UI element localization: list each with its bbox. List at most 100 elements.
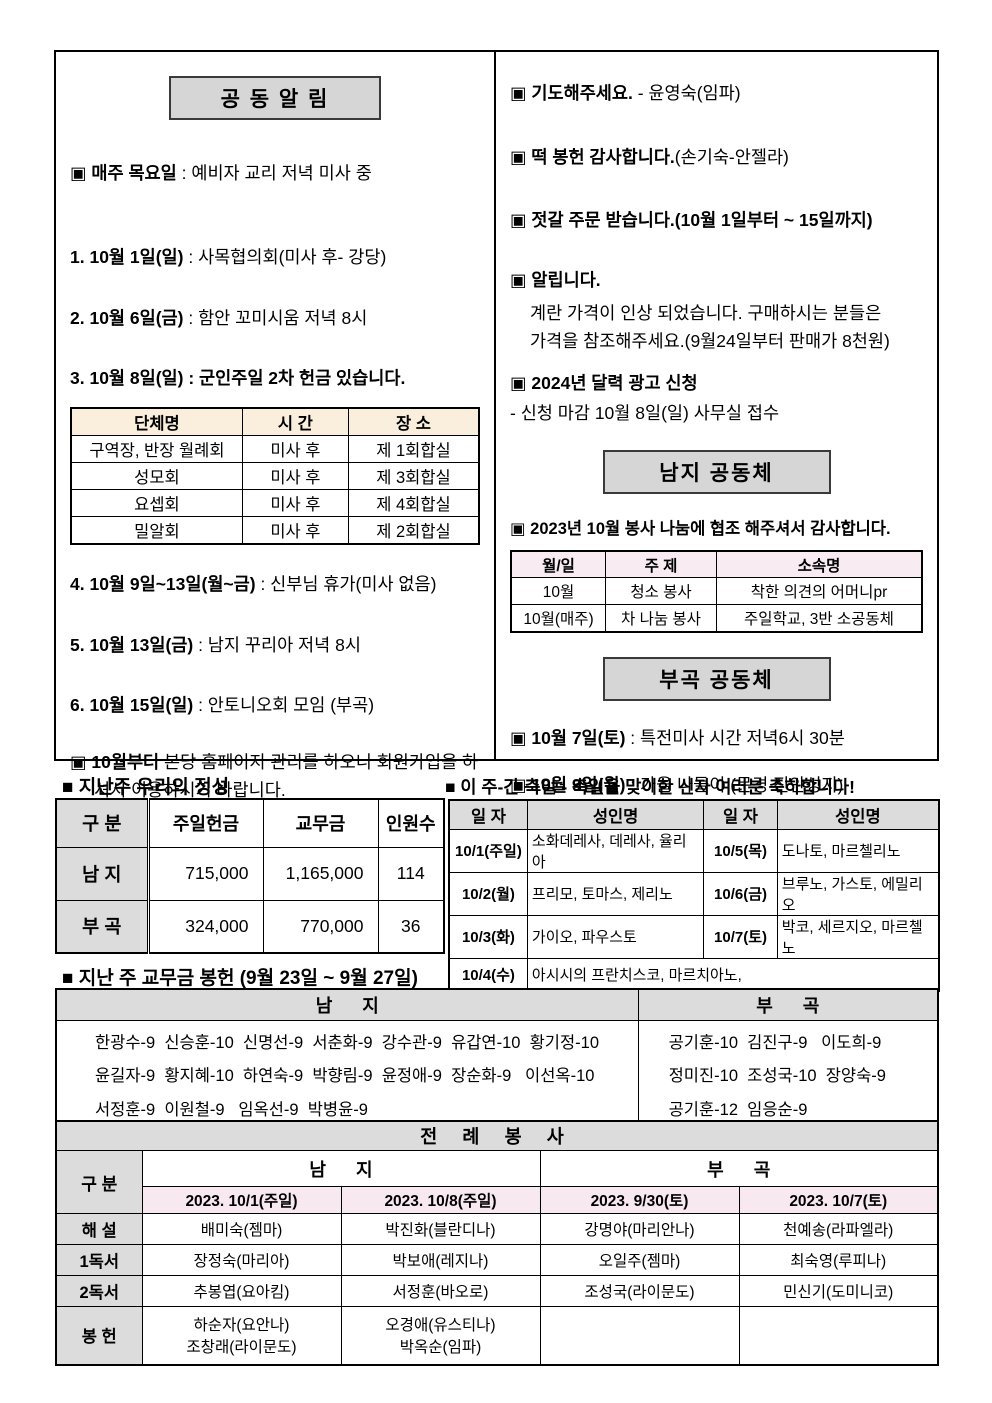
feast-date: 10/3(화) (448, 914, 528, 959)
donor-line: 정미진-10 조성국-10 장양숙-9 (668, 1067, 886, 1086)
announcement-tail: : 남지 꾸리아 저녁 8시 (193, 635, 361, 656)
liturgy-row-commentator: 해 설 배미숙(젬마) 박진화(블란디나) 강명야(마리안나) 천예송(라파엘라… (55, 1213, 939, 1245)
cell: 제 1회합실 (347, 434, 480, 463)
gubun-header: 구 분 (55, 1150, 143, 1214)
role-label: 1독서 (55, 1244, 143, 1276)
bugok-donor-names: 공기훈-10 김진구-9 이도희-9 정미진-10 조성국-10 장양숙-9 공… (637, 1019, 939, 1136)
role-label: 봉 헌 (55, 1306, 143, 1365)
announcement-tail: : 안토니오회 모임 (부곡) (193, 694, 375, 715)
namji-group-header: 남 지 (141, 1150, 541, 1187)
announcement-tail: : 함안 꼬미시움 저녁 8시 (183, 308, 368, 329)
table-row: 10월 청소 봉사 착한 의견의 어머니pr (510, 577, 923, 606)
feast-row: 10/1(주일) 소화데레사, 데레사, 율리아 10/5(목) 도나토, 마르… (448, 828, 940, 873)
header-cell: 구 분 (55, 798, 150, 848)
announcement-5: 5. 10월 13일(금) : 남지 꾸리아 저녁 8시 (70, 634, 480, 658)
announcement-head: ▣ 기도해주세요. (510, 83, 633, 103)
saint-names: 박코, 세르지오, 마르첼노 (776, 914, 940, 959)
cell: 착한 의견의 어머니pr (715, 577, 923, 606)
bugok-community-title: 부곡 공동체 (602, 656, 831, 701)
server-name: 오일주(젬마) (539, 1244, 740, 1276)
calendar-notice-head: ▣ 2024년 달력 광고 신청 (510, 372, 923, 396)
server-name: 천예송(라파엘라) (738, 1213, 939, 1245)
gyomu-donors-table: 남 지 부 곡 한광수-9 신승훈-10 신명선-9 서춘화-9 강수관-9 유… (55, 988, 939, 1136)
announcement-2: 2. 10월 6일(금) : 함안 꼬미시움 저녁 8시 (70, 307, 480, 331)
server-name: 장정숙(마리아) (141, 1244, 342, 1276)
attendance-value: 114 (377, 846, 445, 901)
announcement-head: ▣ 매주 목요일 (70, 163, 177, 183)
announcement-head: 4. 10월 9일~13일(월~금) (70, 573, 256, 594)
saint-names: 가이오, 파우스토 (526, 914, 705, 959)
cell: 미사 후 (241, 461, 349, 490)
common-notice-title: 공 동 알 림 (169, 76, 381, 120)
donor-line: 공기훈-12 임응순-9 (668, 1101, 808, 1120)
cell: 미사 후 (241, 434, 349, 463)
cell: 구역장, 반장 월례회 (70, 434, 243, 463)
role-label: 2독서 (55, 1275, 143, 1307)
table-header-row: 일 자 성인명 일 자 성인명 (448, 799, 940, 830)
common-notice-column: 공 동 알 림 ▣ 매주 목요일 : 예비자 교리 저녁 미사 중 1. 10월… (56, 52, 496, 800)
table-header-row: 단체명 시 간 장 소 (70, 407, 480, 436)
announcement-head: ▣ 10월 9일(월) (510, 775, 626, 796)
header-cell: 단체명 (70, 407, 243, 436)
offering-table: 구 분 주일헌금 교무금 인원수 남 지 715,000 1,165,000 1… (55, 798, 445, 954)
announcement-head: ▣ 떡 봉헌 감사합니다. (510, 146, 675, 167)
saint-names: 소화데레사, 데레사, 율리아 (526, 828, 705, 873)
namji-community-title: 남지 공동체 (602, 449, 831, 494)
feast-row: 10/2(월) 프리모, 토마스, 제리노 10/6(금) 브루노, 가스토, … (448, 871, 940, 916)
cell: 미사 후 (241, 488, 349, 517)
mass-date: 2023. 9/30(토) (539, 1186, 740, 1214)
table-row: 구역장, 반장 월례회 미사 후 제 1회합실 (70, 434, 480, 463)
announcement-1: 1. 10월 1일(일) : 사목협의회(미사 후- 강당) (70, 246, 480, 270)
header-cell: 성인명 (776, 799, 940, 830)
namji-service-table: 월/일 주 제 소속명 10월 청소 봉사 착한 의견의 어머니pr 10월(매… (510, 549, 923, 633)
table-row: 10월(매주) 차 나눔 봉사 주일학교, 3반 소공동체 (510, 604, 923, 633)
header-cell: 소속명 (715, 550, 923, 579)
saint-names: 도나토, 마르첼리노 (776, 828, 940, 873)
table-header-row: 구 분 주일헌금 교무금 인원수 (55, 798, 445, 848)
header-cell: 일 자 (703, 799, 778, 830)
feast-row: 10/3(화) 가이오, 파우스토 10/7(토) 박코, 세르지오, 마르첼노 (448, 914, 940, 959)
cell: 제 4회합실 (347, 488, 480, 517)
liturgy-title: 전 례 봉 사 (55, 1120, 939, 1151)
announcement-tail: : 신부님 휴가(미사 없음) (255, 573, 437, 594)
announcement-tail: - 윤영숙(임파) (632, 83, 741, 103)
saint-names: 브루노, 가스토, 에밀리오 (776, 871, 940, 916)
announcement-head: 6. 10월 15일(일) (70, 694, 194, 715)
announcement-head: 5. 10월 13일(금) (70, 635, 194, 656)
server-name: 배미숙(젬마) (141, 1213, 342, 1245)
table-title-row: 전 례 봉 사 (55, 1120, 939, 1151)
gyomu-offering-value: 1,165,000 (262, 846, 379, 901)
gyomu-section-title: ■ 지난 주 교무금 봉헌 (9월 23일 ~ 9월 27일) (62, 968, 418, 989)
pray-notice: ▣ 기도해주세요. - 윤영숙(임파) (510, 82, 923, 106)
cell: 10월(매주) (510, 604, 607, 633)
role-label: 해 설 (55, 1213, 143, 1245)
mass-date: 2023. 10/7(토) (738, 1186, 939, 1214)
server-name: 강명야(마리안나) (539, 1213, 740, 1245)
announcement-tail: : 특전미사 시간 저녁6시 30분 (625, 727, 845, 748)
sunday-offering-value: 715,000 (147, 846, 264, 901)
cell: 제 3회합실 (347, 461, 480, 490)
announcement-4: 4. 10월 9일~13일(월~금) : 신부님 휴가(미사 없음) (70, 573, 480, 597)
header-cell: 성인명 (526, 799, 705, 830)
jeotgal-notice: ▣ 젓갈 주문 받습니다.(10월 1일부터 ~ 15일까지) (510, 209, 923, 233)
announcement-head: 2. 10월 6일(금) (70, 308, 184, 329)
announcement-weekly: ▣ 매주 목요일 : 예비자 교리 저녁 미사 중 (70, 162, 480, 186)
ricecake-notice: ▣ 떡 봉헌 감사합니다.(손기숙-안젤라) (510, 146, 923, 170)
announcement-head: 3. 10월 8일(일) : 군인주일 2차 헌금 있습니다. (70, 367, 406, 388)
cell: 요셉회 (70, 488, 243, 517)
server-name: 오경애(유스티나) 박옥순(임파) (340, 1306, 541, 1365)
header-cell: 주일헌금 (147, 798, 264, 848)
donor-line: 한광수-9 신승훈-10 신명선-9 서춘화-9 강수관-9 유갑연-10 황기… (95, 1033, 600, 1052)
cell: 미사 후 (241, 515, 349, 544)
gyomu-offering-value: 770,000 (262, 899, 379, 954)
header-cell: 교무금 (262, 798, 379, 848)
header-cell: 장 소 (347, 407, 480, 436)
liturgy-row-reading2: 2독서 추봉엽(요아킴) 서정훈(바오로) 조성국(라이문도) 민신기(도미니코… (55, 1275, 939, 1307)
announcement-head: ▣ 10월부터 (70, 752, 160, 773)
header-cell: 주 제 (605, 550, 717, 579)
bugok-item-2: ▣ 10월 9일(월) : 가을 나들이 (문경 진안성지) (510, 774, 923, 798)
server-name: 박보애(레지나) (340, 1244, 541, 1276)
feast-row-last: 10/4(수) 아시시의 프란치스코, 마르치아노, (448, 957, 940, 992)
namji-service-note: ▣ 2023년 10월 봉사 나눔에 협조 해주셔서 감사합니다. (510, 519, 891, 538)
right-notice-column: ▣ 기도해주세요. - 윤영숙(임파) ▣ 떡 봉헌 감사합니다.(손기숙-안젤… (496, 52, 937, 795)
